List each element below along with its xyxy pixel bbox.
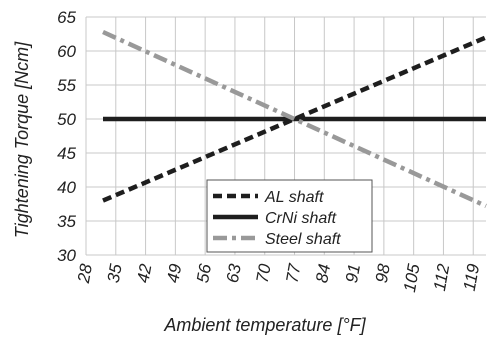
- y-tick-label-40: 40: [57, 178, 76, 197]
- x-tick-label-63: 63: [223, 262, 245, 284]
- x-tick-labels: 28 35 42 49 56 63 70 77 84 91 98 105 112 119: [74, 262, 483, 294]
- legend: AL shaft CrNi shaft Steel shaft: [206, 179, 373, 253]
- y-tick-labels: 30 35 40 45 50 55 60 65: [57, 8, 76, 265]
- y-tick-label-45: 45: [57, 144, 76, 163]
- y-axis-title: Tightening Torque [Ncm]: [12, 41, 32, 238]
- x-tick-label-105: 105: [400, 262, 424, 294]
- x-tick-label-70: 70: [253, 262, 275, 284]
- legend-label-steel-shaft: Steel shaft: [265, 231, 341, 248]
- x-tick-label-112: 112: [430, 262, 454, 293]
- x-tick-label-98: 98: [372, 262, 394, 284]
- x-tick-label-28: 28: [74, 262, 96, 285]
- legend-label-crni-shaft: CrNi shaft: [265, 210, 337, 227]
- series-lines: [102, 29, 487, 209]
- legend-label-al-shaft: AL shaft: [264, 189, 324, 206]
- x-tick-label-56: 56: [193, 262, 215, 284]
- x-tick-label-84: 84: [312, 262, 334, 284]
- x-tick-label-35: 35: [104, 262, 126, 284]
- y-tick-label-60: 60: [57, 42, 76, 61]
- x-tick-label-91: 91: [342, 262, 364, 284]
- x-tick-label-77: 77: [282, 262, 304, 284]
- x-tick-label-119: 119: [460, 262, 484, 293]
- y-tick-label-50: 50: [57, 110, 76, 129]
- y-tick-label-30: 30: [57, 246, 76, 265]
- x-tick-label-42: 42: [134, 262, 156, 284]
- y-tick-label-55: 55: [57, 76, 76, 95]
- x-axis-title: Ambient temperature [°F]: [163, 315, 366, 335]
- x-tick-label-49: 49: [163, 262, 185, 284]
- y-tick-label-35: 35: [57, 212, 76, 231]
- y-tick-label-65: 65: [57, 8, 76, 27]
